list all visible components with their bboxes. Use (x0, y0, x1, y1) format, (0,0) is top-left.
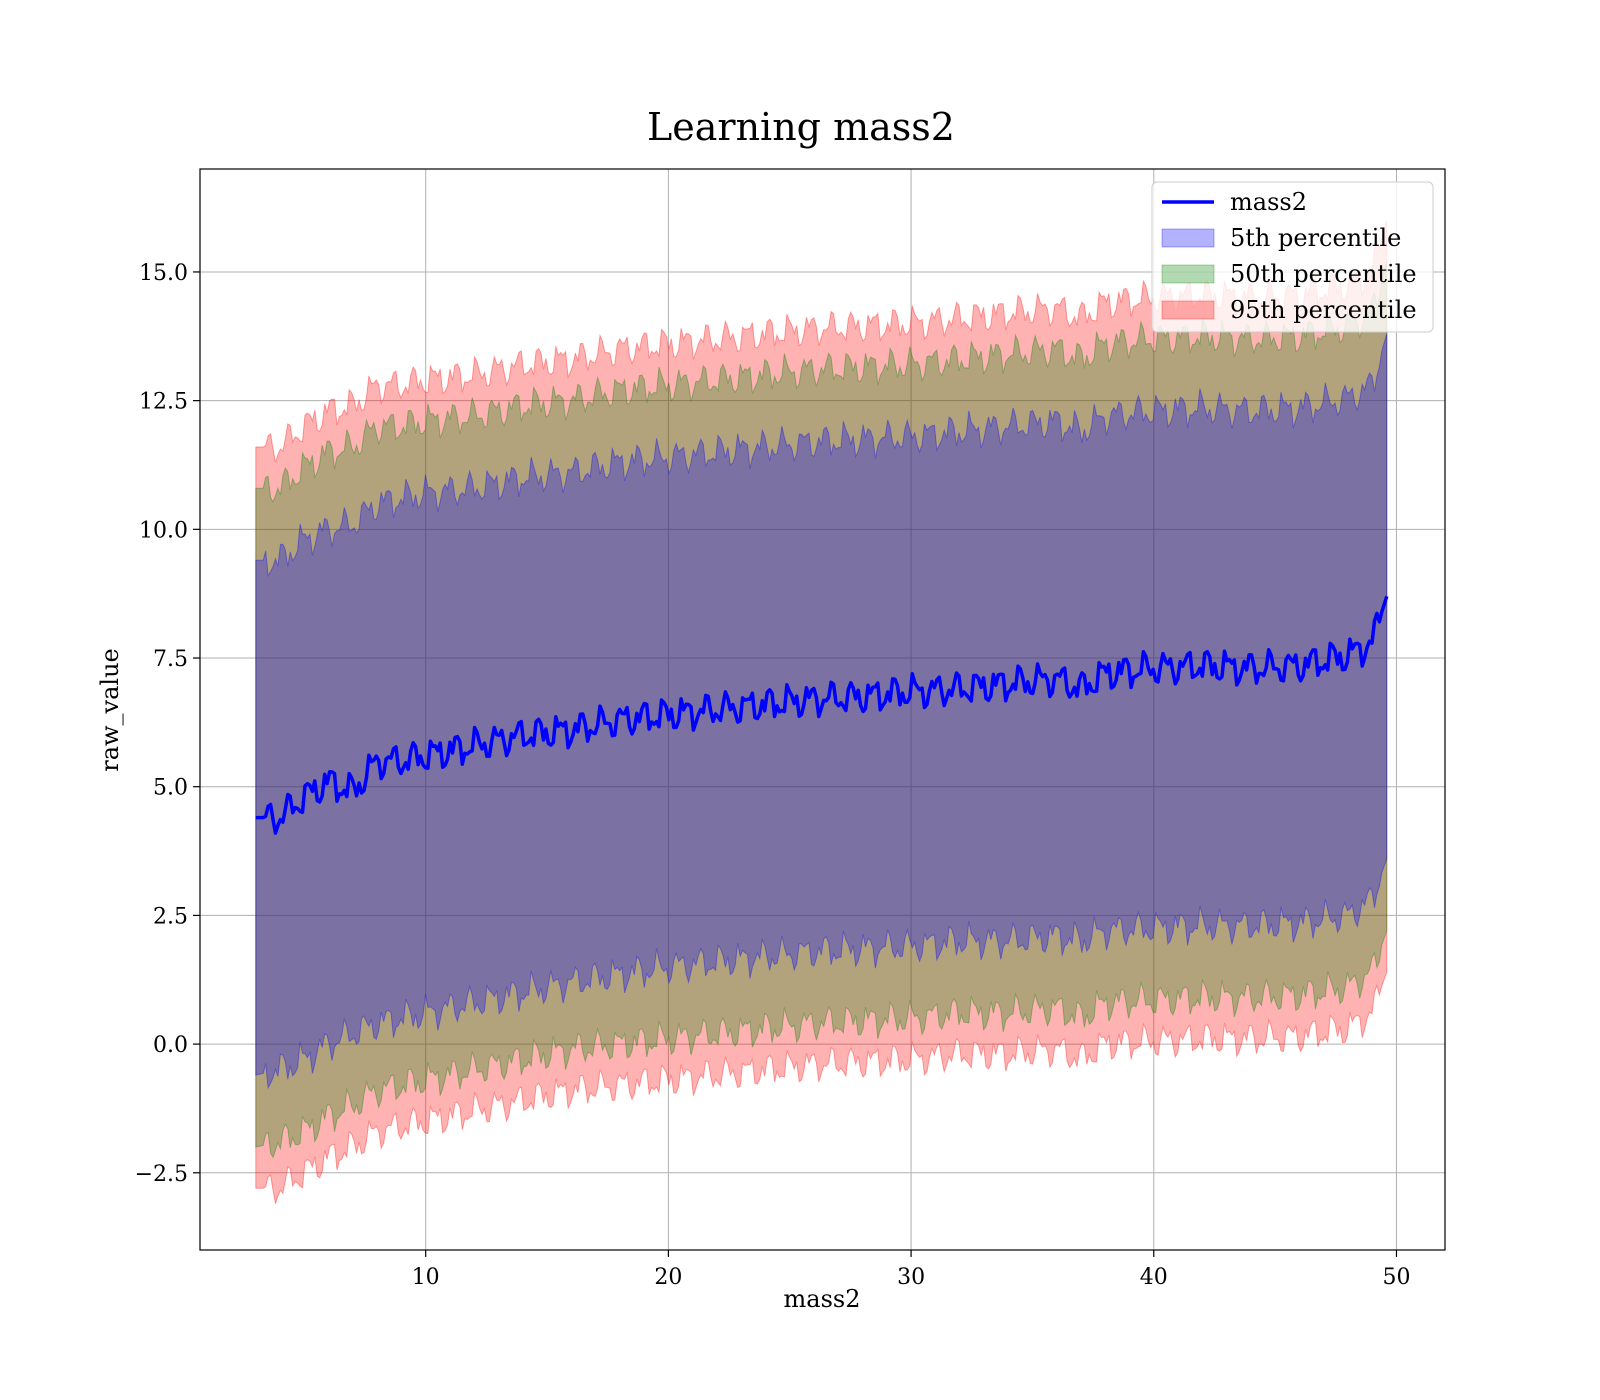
y-tick-label: 12.5 (139, 390, 188, 415)
legend-swatch-patch (1161, 264, 1215, 284)
y-tick-label: 5.0 (153, 776, 188, 801)
x-tick-label: 40 (1140, 1265, 1168, 1290)
y-tick-label: 10.0 (139, 518, 188, 543)
axis-ticks: 10 20 30 40 50 −2.5 0.0 2.5 5.0 7.5 10.0 12.5 15.0 (135, 261, 1411, 1290)
legend-swatch-patch (1161, 300, 1215, 320)
x-tick-label: 10 (412, 1265, 440, 1290)
legend: mass2 5th percentile 50th percentile 95th p… (1151, 181, 1434, 333)
plot-frame (199, 168, 1446, 1251)
y-tick-label: 2.5 (153, 904, 188, 929)
y-tick-label: 7.5 (153, 647, 188, 672)
series-lines (255, 595, 1389, 835)
y-tick-label: 15.0 (139, 261, 188, 286)
y-tick-label: −2.5 (135, 1162, 188, 1187)
x-tick-label: 50 (1382, 1265, 1410, 1290)
legend-label: 50th percentile (1230, 260, 1417, 288)
legend-label: 95th percentile (1230, 296, 1417, 324)
legend-label: mass2 (1230, 188, 1307, 216)
y-axis-label: raw_value (96, 648, 124, 772)
legend-swatch-patch (1161, 228, 1215, 248)
x-tick-label: 20 (654, 1265, 682, 1290)
x-axis-label: mass2 (784, 1285, 861, 1313)
x-tick-label: 30 (897, 1265, 925, 1290)
chart-title: Learning mass2 (647, 105, 955, 149)
y-tick-label: 0.0 (153, 1033, 188, 1058)
legend-label: 5th percentile (1230, 224, 1401, 252)
series-line-mass2 (255, 595, 1389, 835)
legend-box (1151, 181, 1434, 333)
